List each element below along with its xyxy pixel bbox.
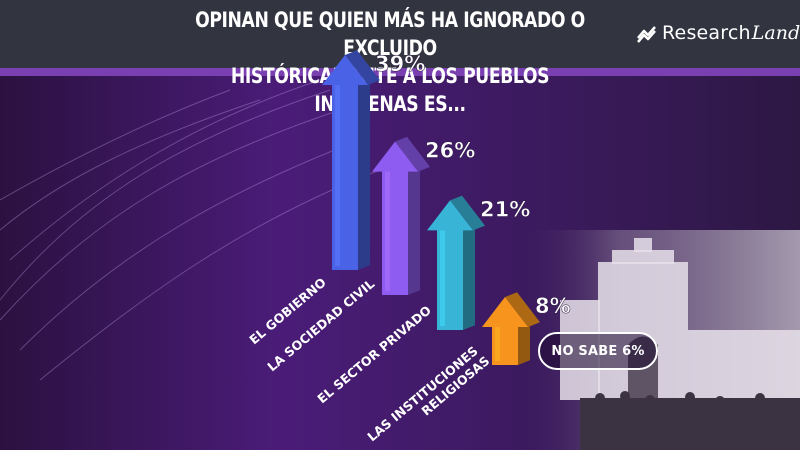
arrow-bar-highlight [495,327,500,361]
arrow-head-side [505,292,540,328]
arrow-bar-highlight [335,85,340,266]
arrow-bar-front [372,141,418,295]
title-line-1: OPINAN QUE QUIEN MÁS HA IGNORADO O EXCLU… [195,8,585,60]
arrow-head-side [345,50,380,85]
value-label-1: 39% [375,52,425,76]
page-title: OPINAN QUE QUIEN MÁS HA IGNORADO O EXCLU… [193,6,587,118]
crowd [580,391,800,450]
brand-name-script: Land [751,22,800,44]
arrow-head-side [450,195,485,231]
arrow-bar-front [427,200,473,330]
category-label-4: LAS INSTITUCIONESRELIGIOSAS [364,342,492,450]
header-bar [0,0,800,68]
arrow-bar-side [358,80,370,270]
arrow-bar-2 [372,136,430,295]
light-streaks [0,79,381,381]
brand-logo: Research Land [636,18,800,48]
researchland-logo-icon [637,26,656,43]
arrow-bar-highlight [385,171,390,291]
arrow-bar-4 [482,292,540,365]
arrow-bar-side [408,166,420,295]
value-label-2: 26% [425,139,475,163]
arrow-bar-front [482,297,528,365]
header-accent-stripe [0,68,800,76]
arrow-bar-front [322,55,368,270]
no-sabe-badge: NO SABE 6% [538,332,658,370]
value-label-4: 8% [535,294,571,318]
arrow-bar-highlight [440,230,445,326]
title-line-2: HISTÓRICAMENTE A LOS PUEBLOS INDÍGENAS E… [230,64,550,116]
arrow-bar-3 [427,195,485,330]
value-label-3: 21% [480,197,530,221]
arrow-bar-side [518,322,530,365]
arrow-head-side [395,136,430,172]
arrow-bar-1 [322,50,380,270]
brand-name: Research [662,22,751,44]
arrow-bar-side [463,225,475,330]
